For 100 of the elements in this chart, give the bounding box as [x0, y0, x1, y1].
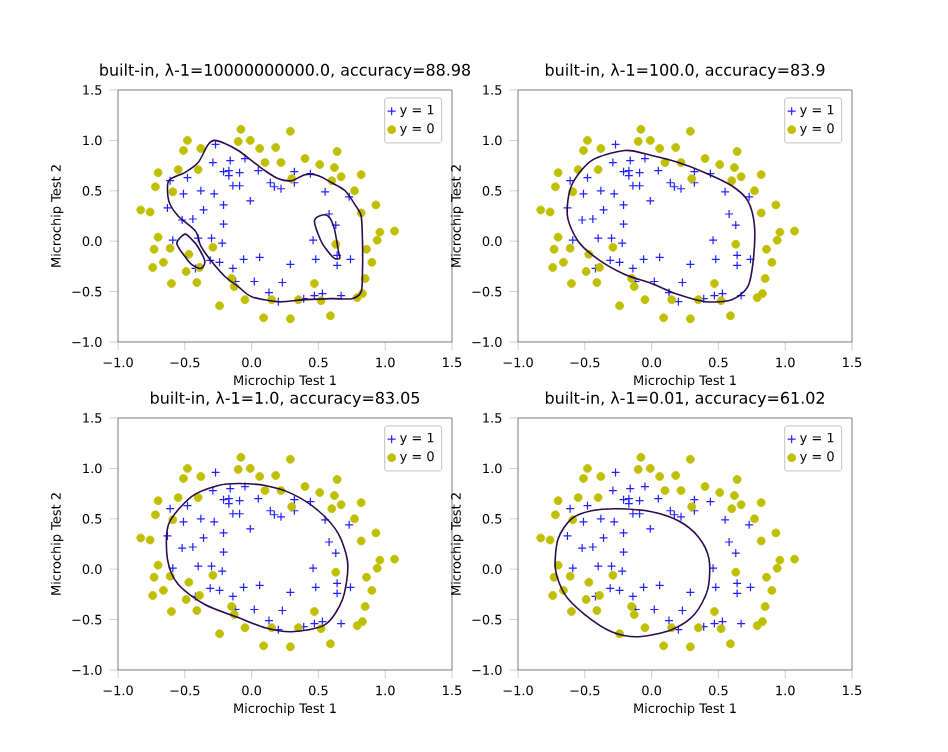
point — [736, 619, 746, 629]
point — [193, 493, 203, 503]
point — [245, 196, 255, 206]
point — [188, 542, 198, 552]
point — [326, 639, 335, 649]
point — [553, 168, 563, 178]
point — [192, 606, 202, 615]
point — [685, 126, 695, 136]
point — [264, 616, 274, 626]
point — [228, 591, 238, 601]
point — [744, 192, 754, 202]
point — [264, 288, 274, 298]
point — [588, 542, 598, 552]
point — [165, 243, 175, 253]
point — [536, 205, 546, 215]
point — [196, 144, 206, 153]
point — [655, 472, 665, 481]
point — [173, 493, 183, 503]
point — [183, 464, 192, 473]
point — [285, 454, 295, 464]
point — [356, 498, 366, 508]
point — [618, 200, 629, 210]
point — [598, 533, 609, 543]
point — [153, 168, 163, 178]
point — [645, 196, 655, 206]
point — [732, 250, 742, 260]
point — [324, 209, 334, 219]
point — [184, 577, 194, 587]
point — [236, 124, 246, 134]
point — [629, 282, 639, 291]
point — [593, 493, 603, 503]
point — [608, 242, 618, 252]
point — [700, 154, 710, 163]
point — [633, 137, 643, 146]
point — [581, 595, 591, 604]
point — [360, 602, 370, 611]
point — [618, 547, 629, 557]
point — [640, 295, 650, 305]
point — [676, 512, 686, 522]
point — [276, 158, 286, 167]
point — [331, 220, 341, 230]
point — [195, 591, 204, 600]
point — [715, 160, 725, 169]
point — [245, 136, 255, 145]
point — [218, 547, 229, 557]
point — [596, 144, 606, 153]
point — [595, 591, 604, 600]
point — [330, 163, 339, 172]
point — [577, 215, 587, 225]
point — [332, 147, 342, 156]
point — [640, 481, 650, 492]
point — [228, 181, 238, 191]
point — [271, 471, 281, 480]
point — [344, 520, 354, 530]
point — [730, 163, 739, 172]
point — [390, 226, 399, 236]
point — [336, 172, 346, 182]
point — [228, 263, 238, 273]
point — [259, 641, 269, 651]
point — [618, 219, 629, 229]
point — [676, 486, 686, 495]
point — [145, 535, 155, 545]
point — [645, 464, 655, 473]
point — [285, 642, 295, 652]
point — [732, 260, 742, 270]
point — [330, 491, 339, 500]
point — [208, 570, 218, 580]
point — [685, 314, 695, 324]
point — [660, 158, 670, 167]
point — [577, 543, 587, 553]
point — [628, 509, 638, 519]
point — [567, 607, 576, 616]
point — [148, 591, 158, 600]
point — [553, 496, 563, 506]
point — [233, 465, 243, 474]
point — [153, 560, 163, 570]
point — [659, 313, 669, 323]
point — [148, 263, 158, 272]
point — [332, 588, 342, 598]
point — [300, 154, 310, 163]
point — [685, 454, 695, 464]
point — [724, 209, 734, 219]
point — [310, 279, 319, 288]
point — [595, 263, 604, 272]
point — [336, 291, 346, 301]
point — [628, 263, 638, 273]
point — [624, 171, 634, 181]
point — [730, 491, 739, 500]
point — [659, 641, 669, 651]
point — [218, 219, 229, 229]
point — [315, 160, 325, 169]
point — [771, 200, 781, 210]
point — [645, 136, 655, 145]
point — [565, 176, 575, 186]
point — [188, 214, 198, 224]
point — [767, 257, 777, 267]
point — [259, 313, 269, 323]
point — [732, 588, 742, 598]
point — [149, 244, 159, 254]
point — [276, 184, 286, 194]
